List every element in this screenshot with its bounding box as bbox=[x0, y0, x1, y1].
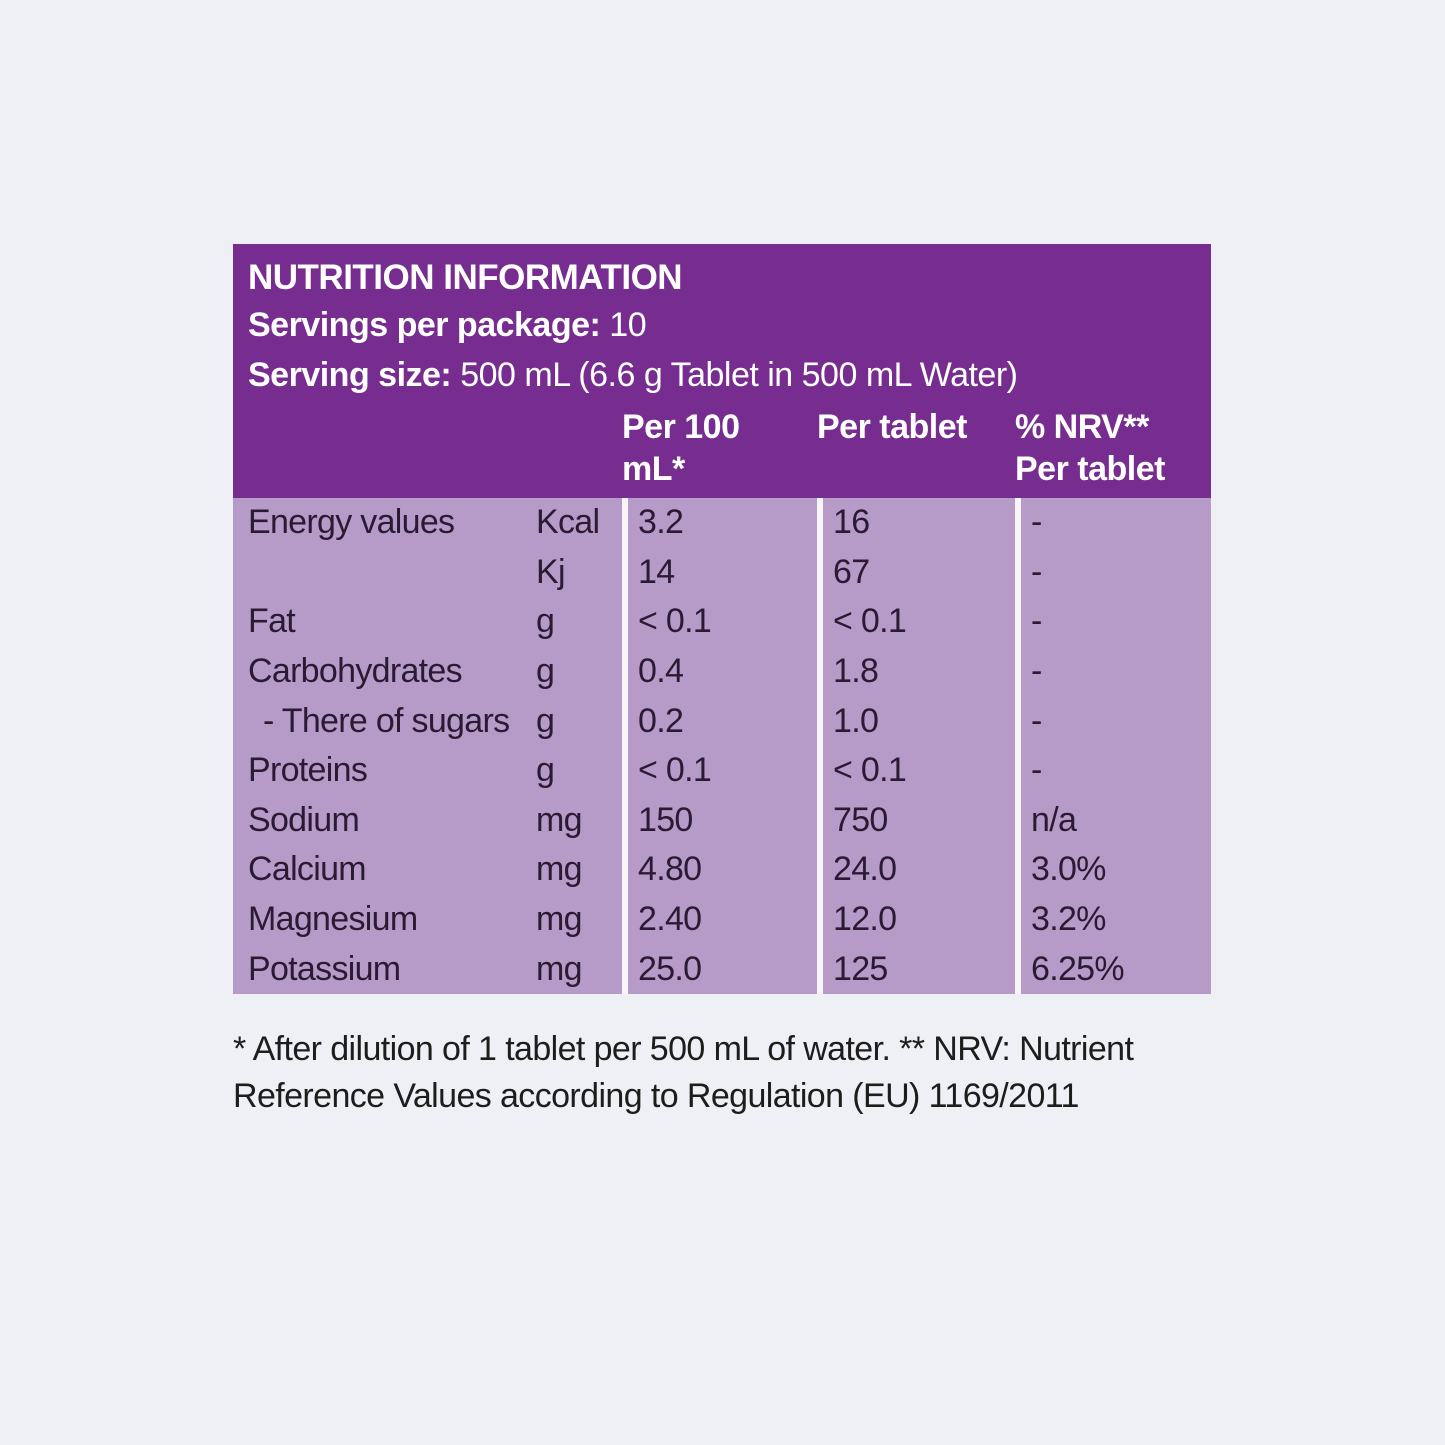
servings-per-package-line: Servings per package: 10 bbox=[248, 300, 1196, 350]
value-per-tablet: 16 bbox=[817, 498, 1015, 548]
nutrient-unit: mg bbox=[536, 800, 583, 839]
nutrient-name: Sodium bbox=[248, 800, 360, 839]
value-per-tablet: 1.0 bbox=[817, 696, 1015, 746]
value-nrv: - bbox=[1015, 597, 1211, 647]
nutrient-unit: Kj bbox=[536, 552, 566, 591]
column-header-nrv-line2: Per tablet bbox=[1015, 450, 1165, 488]
value-per-100ml: 0.4 bbox=[622, 646, 817, 697]
value-nrv: - bbox=[1015, 498, 1211, 548]
value-per-100ml: 14 bbox=[622, 547, 817, 598]
value-nrv: - bbox=[1015, 696, 1211, 746]
footnote-line-1: * After dilution of 1 tablet per 500 mL … bbox=[233, 1030, 1134, 1068]
value-nrv: - bbox=[1015, 547, 1211, 598]
value-nrv: 3.2% bbox=[1015, 894, 1211, 945]
value-per-tablet: < 0.1 bbox=[817, 745, 1015, 796]
value-nrv: 3.0% bbox=[1015, 845, 1211, 895]
column-header-spacer bbox=[233, 406, 607, 490]
nutrition-table-body: Energy values Kcal 3.2 16 - Kj 14 67 - F… bbox=[233, 498, 1211, 994]
value-per-100ml: 0.2 bbox=[622, 696, 817, 746]
table-row: Potassium mg 25.0 125 6.25% bbox=[233, 944, 1211, 994]
nutrient-name: Carbohydrates bbox=[248, 652, 463, 691]
nutrient-unit: mg bbox=[536, 850, 583, 889]
value-nrv: - bbox=[1015, 745, 1211, 796]
table-row: Kj 14 67 - bbox=[233, 547, 1211, 598]
value-per-100ml: 25.0 bbox=[622, 944, 817, 994]
nutrient-name: Fat bbox=[248, 602, 296, 641]
nutrient-unit: g bbox=[536, 602, 555, 641]
column-header-per-tablet: Per tablet bbox=[817, 408, 967, 446]
column-header-nrv: % NRV** Per tablet bbox=[1000, 406, 1196, 490]
value-nrv: n/a bbox=[1015, 795, 1211, 846]
nutrient-unit: g bbox=[536, 701, 555, 740]
value-per-tablet: < 0.1 bbox=[817, 597, 1015, 647]
table-row: Sodium mg 150 750 n/a bbox=[233, 795, 1211, 846]
footnote-line-2: Reference Values according to Regulation… bbox=[233, 1077, 1079, 1115]
nutrient-name: Proteins bbox=[248, 751, 368, 790]
value-per-tablet: 67 bbox=[817, 547, 1015, 598]
nutrition-title: NUTRITION INFORMATION bbox=[248, 258, 683, 297]
nutrient-name: Magnesium bbox=[248, 900, 418, 939]
table-row: Magnesium mg 2.40 12.0 3.2% bbox=[233, 894, 1211, 945]
value-per-tablet: 750 bbox=[817, 795, 1015, 846]
nutrient-name bbox=[233, 548, 536, 598]
value-per-100ml: < 0.1 bbox=[622, 597, 817, 647]
nutrient-name: Energy values bbox=[248, 503, 455, 542]
table-row: Energy values Kcal 3.2 16 - bbox=[233, 498, 1211, 548]
serving-size-value: 500 mL (6.6 g Tablet in 500 mL Water) bbox=[460, 356, 1018, 394]
value-per-100ml: 2.40 bbox=[622, 894, 817, 945]
nutrient-unit: Kcal bbox=[536, 503, 600, 542]
nutrient-unit: g bbox=[536, 652, 555, 691]
table-row: Fat g < 0.1 < 0.1 - bbox=[233, 597, 1211, 647]
nutrient-unit: mg bbox=[536, 949, 583, 988]
value-per-tablet: 12.0 bbox=[817, 894, 1015, 945]
nutrient-name: Calcium bbox=[248, 850, 367, 889]
value-per-tablet: 24.0 bbox=[817, 845, 1015, 895]
nutrient-unit: mg bbox=[536, 900, 583, 939]
nutrition-header: NUTRITION INFORMATION Servings per packa… bbox=[233, 244, 1211, 498]
footnote: * After dilution of 1 tablet per 500 mL … bbox=[233, 1026, 1134, 1120]
value-nrv: 6.25% bbox=[1015, 944, 1211, 994]
nutrition-label-panel: NUTRITION INFORMATION Servings per packa… bbox=[233, 244, 1211, 994]
table-row: Carbohydrates g 0.4 1.8 - bbox=[233, 646, 1211, 697]
table-row: Calcium mg 4.80 24.0 3.0% bbox=[233, 845, 1211, 895]
nutrient-unit: g bbox=[536, 751, 555, 790]
servings-per-package-label: Servings per package: bbox=[248, 306, 601, 344]
value-per-100ml: 150 bbox=[622, 795, 817, 846]
nutrient-name: Potassium bbox=[248, 949, 401, 988]
value-per-tablet: 1.8 bbox=[817, 646, 1015, 697]
serving-size-label: Serving size: bbox=[248, 356, 452, 394]
serving-size-line: Serving size: 500 mL (6.6 g Tablet in 50… bbox=[248, 350, 1196, 400]
column-header-per-100ml: Per 100 mL* bbox=[622, 408, 740, 488]
value-per-100ml: 3.2 bbox=[622, 498, 817, 548]
value-per-tablet: 125 bbox=[817, 944, 1015, 994]
table-row: - There of sugars g 0.2 1.0 - bbox=[233, 696, 1211, 746]
table-row: Proteins g < 0.1 < 0.1 - bbox=[233, 745, 1211, 796]
column-header-nrv-line1: % NRV** bbox=[1015, 408, 1149, 446]
value-nrv: - bbox=[1015, 646, 1211, 697]
value-per-100ml: 4.80 bbox=[622, 845, 817, 895]
nutrient-name: - There of sugars bbox=[263, 701, 510, 740]
column-header-row: Per 100 mL* Per tablet % NRV** Per table… bbox=[233, 406, 1196, 490]
servings-per-package-value: 10 bbox=[609, 306, 647, 344]
value-per-100ml: < 0.1 bbox=[622, 745, 817, 796]
